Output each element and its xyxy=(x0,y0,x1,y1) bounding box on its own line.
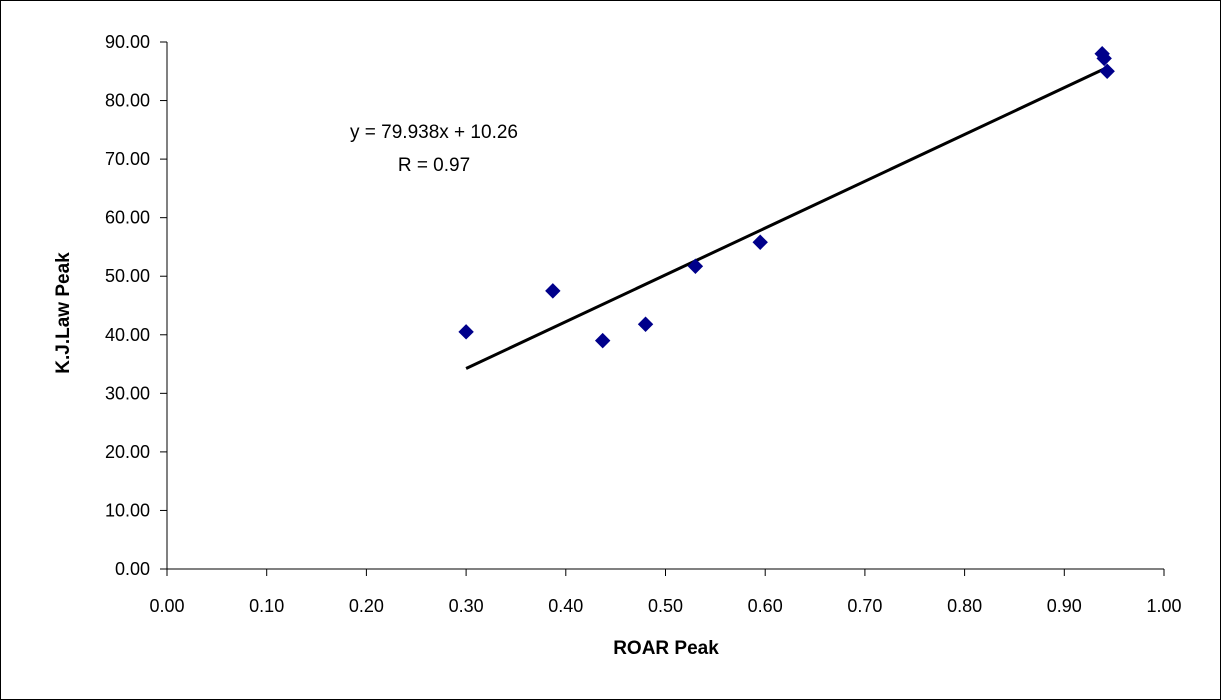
data-point xyxy=(637,316,654,332)
data-point xyxy=(1099,63,1115,79)
x-tick-label: 0.40 xyxy=(548,596,583,616)
correlation-label: R = 0.97 xyxy=(398,155,470,176)
y-tick-label: 0.00 xyxy=(115,559,150,579)
y-tick-label: 60.00 xyxy=(105,208,150,228)
y-tick-label: 30.00 xyxy=(105,383,150,403)
x-tick-label: 1.00 xyxy=(1146,596,1181,616)
x-tick-label: 0.00 xyxy=(149,596,184,616)
y-axis-title: K.J.Law Peak xyxy=(53,252,74,374)
x-tick-label: 0.30 xyxy=(449,596,484,616)
data-point xyxy=(687,258,704,274)
x-tick-label: 0.90 xyxy=(1047,596,1082,616)
y-tick-label: 10.00 xyxy=(105,500,150,520)
y-tick-label: 50.00 xyxy=(105,266,150,286)
y-tick-label: 90.00 xyxy=(105,32,150,52)
x-tick-label: 0.80 xyxy=(947,596,982,616)
data-point xyxy=(752,234,768,250)
x-tick-label: 0.10 xyxy=(249,596,284,616)
trendline-equation: y = 79.938x + 10.26 xyxy=(350,122,518,143)
plot-area: 0.00 0.10 0.20 0.30 0.40 0.50 0.60 0.70 0.80 0.90… xyxy=(105,32,1182,616)
x-tick-label: 0.70 xyxy=(847,596,882,616)
y-tick-label: 70.00 xyxy=(105,149,150,169)
y-tick-label: 20.00 xyxy=(105,442,150,462)
data-point xyxy=(594,332,611,349)
x-tick-label: 0.50 xyxy=(648,596,683,616)
data-point xyxy=(1096,50,1112,67)
x-axis-title: ROAR Peak xyxy=(613,638,719,659)
data-point xyxy=(545,283,561,299)
y-tick-label: 40.00 xyxy=(105,325,150,345)
x-tick-label: 0.60 xyxy=(748,596,783,616)
trendline xyxy=(465,66,1108,370)
x-tick-label: 0.20 xyxy=(349,596,384,616)
y-tick-label: 80.00 xyxy=(105,91,150,111)
data-point xyxy=(458,324,474,340)
